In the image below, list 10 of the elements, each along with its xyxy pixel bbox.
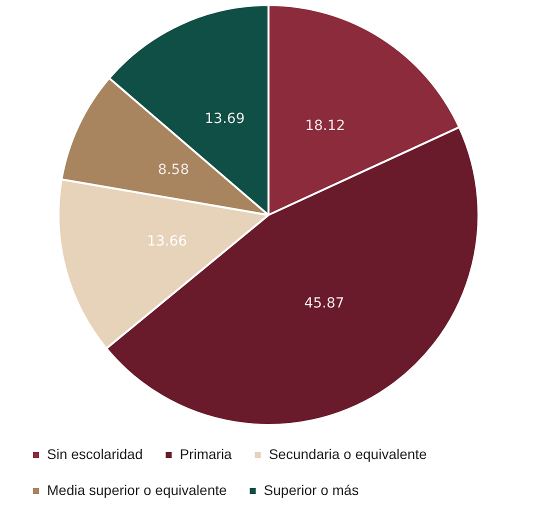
- legend-label: Sin escolaridad: [47, 446, 143, 462]
- legend-label: Media superior o equivalente: [47, 482, 227, 498]
- data-label: 13.69: [204, 111, 245, 128]
- data-label: 45.87: [304, 296, 344, 312]
- data-label: 8.58: [158, 162, 190, 178]
- legend-label: Superior o más: [264, 482, 359, 498]
- data-label: 13.66: [146, 234, 188, 250]
- legend-label: Secundaria o equivalente: [268, 446, 428, 462]
- legend-label: Primaria: [180, 446, 232, 462]
- data-label: 18.12: [305, 118, 346, 134]
